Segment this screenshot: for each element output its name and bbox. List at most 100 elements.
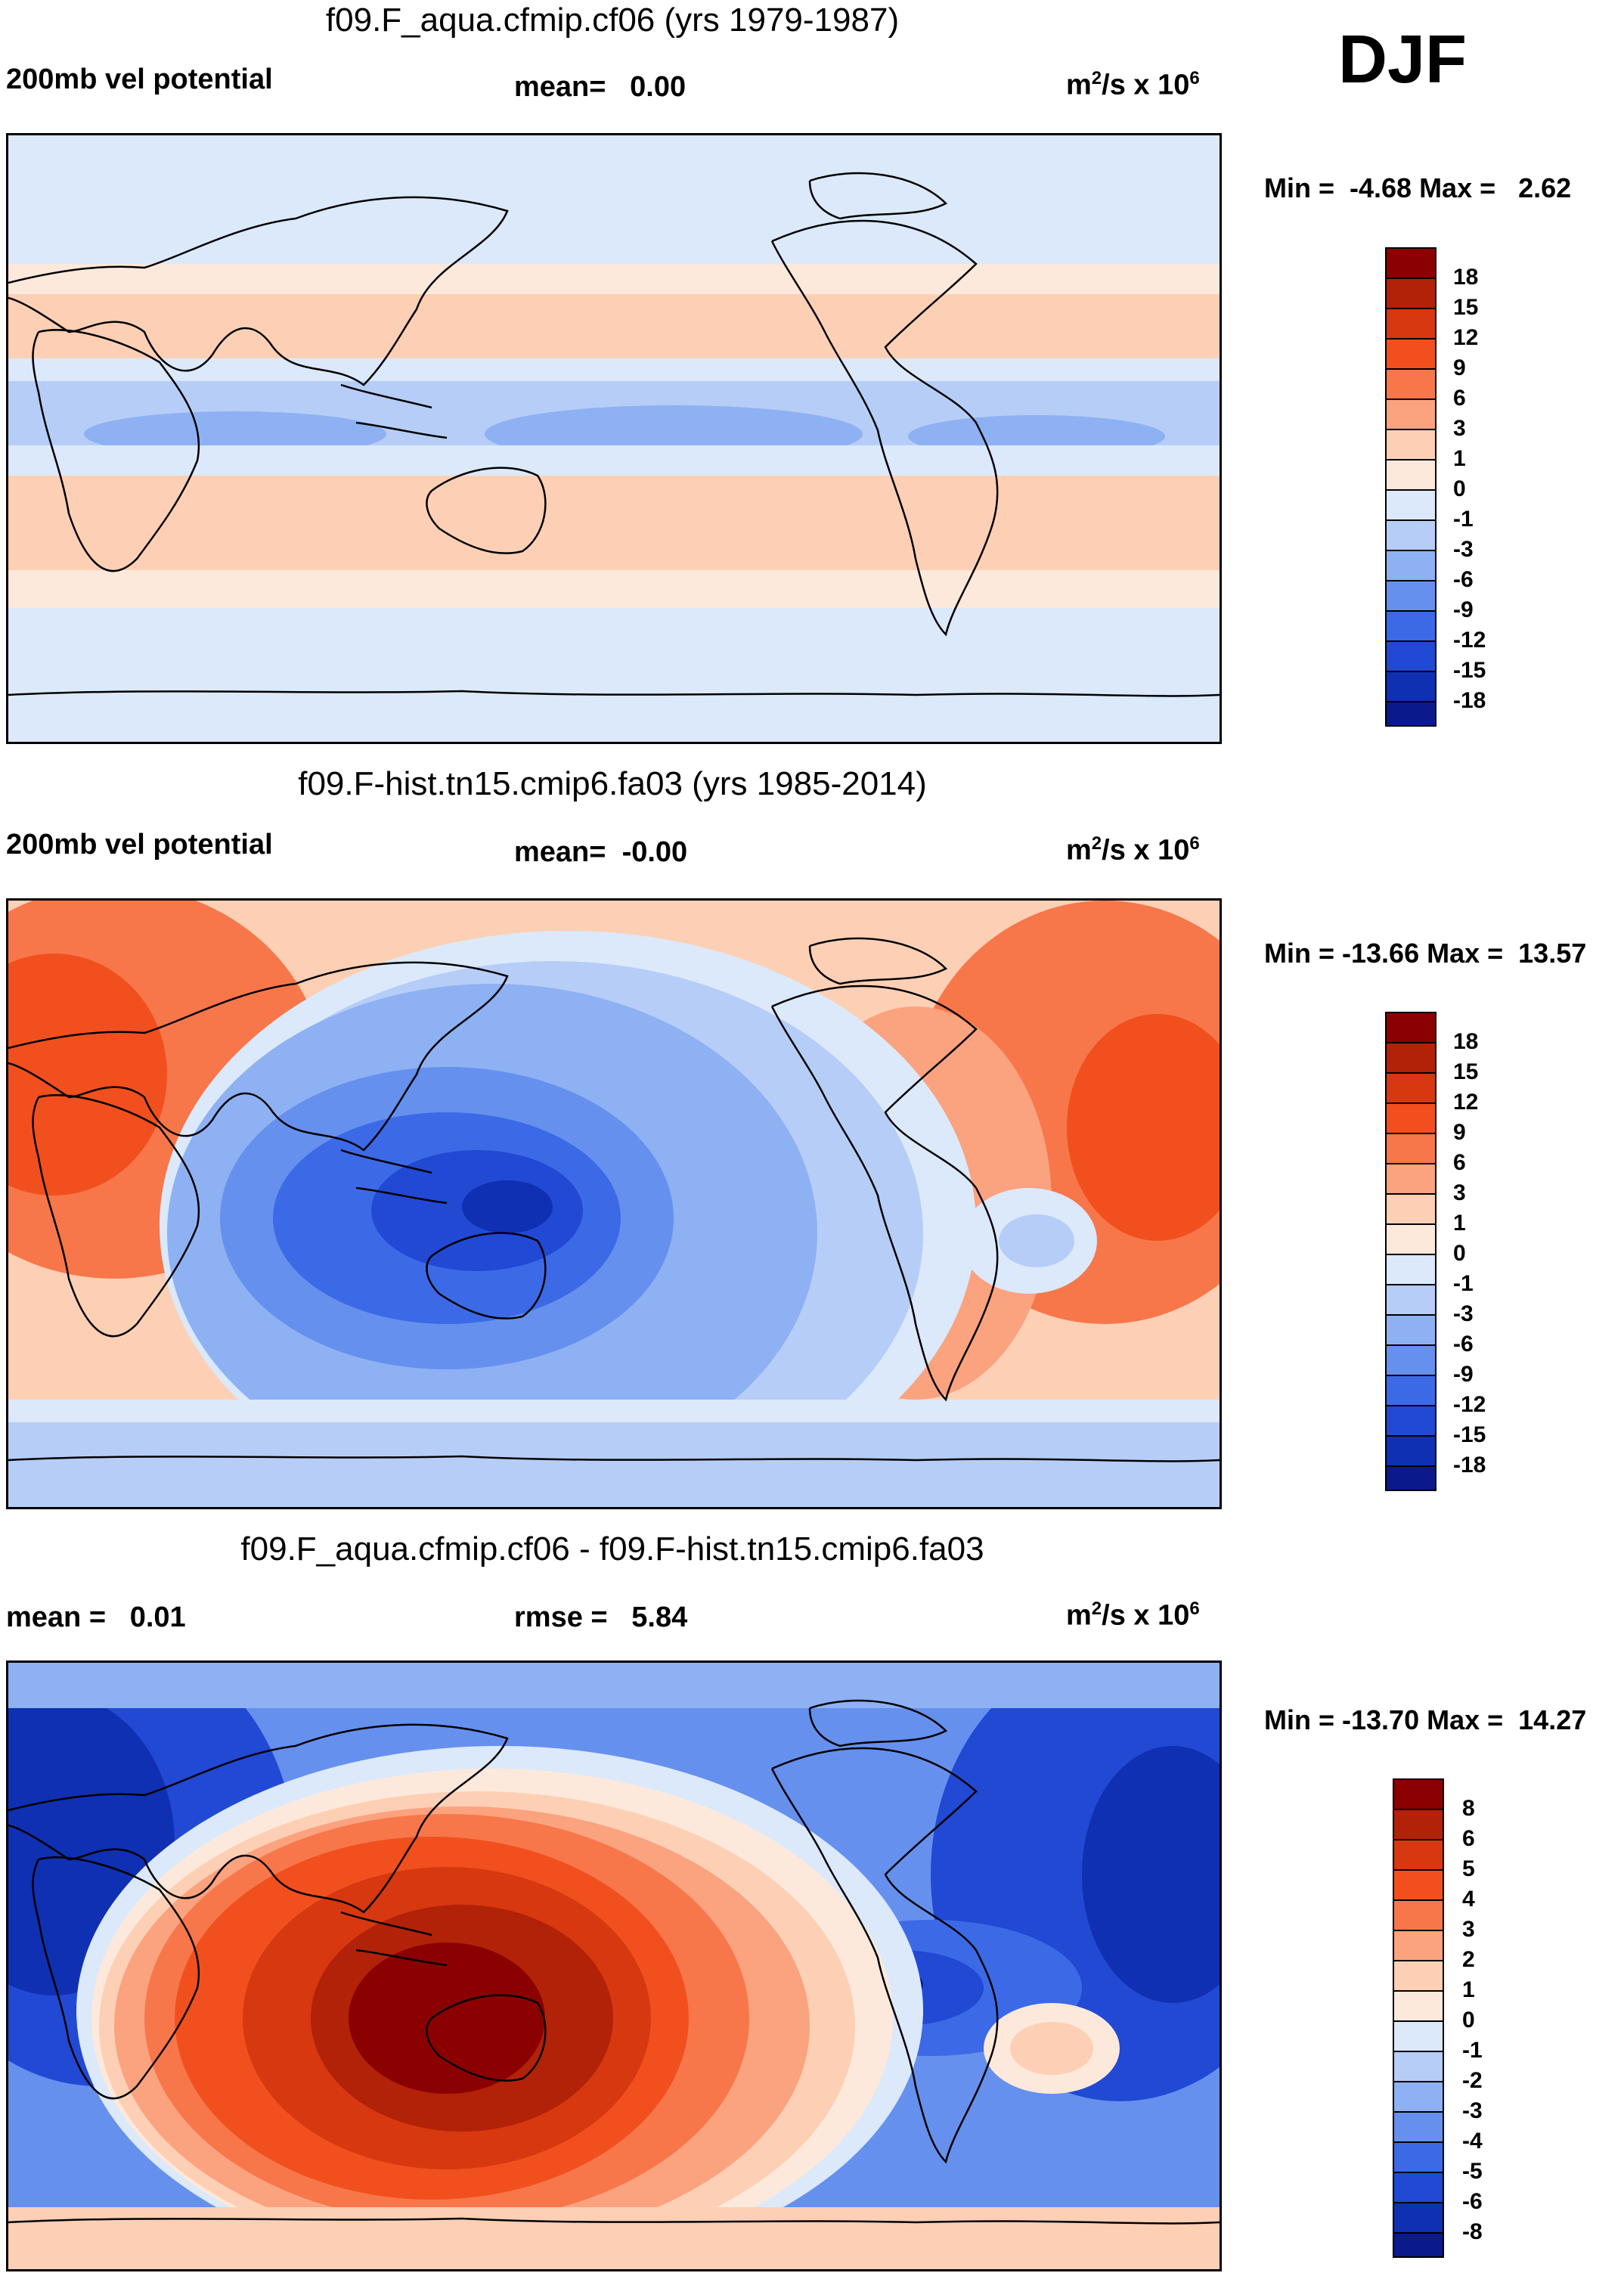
- cbar-tick: 15: [1453, 1059, 1479, 1084]
- panel1-map: [6, 133, 1222, 744]
- cbar-tick: -8: [1462, 2219, 1483, 2244]
- cbar1-swatch: [1387, 249, 1435, 279]
- panel3-colorbar: [1393, 1778, 1444, 2258]
- cbar1-swatch: [1387, 581, 1435, 612]
- cbar-tick: 12: [1453, 325, 1479, 350]
- cbar3-swatch: [1394, 1992, 1443, 2022]
- panel1-continents: [8, 172, 1220, 697]
- cbar-tick: 12: [1453, 1090, 1479, 1115]
- cbar-tick: 4: [1462, 1887, 1475, 1912]
- cbar2-swatch: [1387, 1043, 1435, 1074]
- cbar-tick: 5: [1462, 1856, 1475, 1881]
- cbar2-swatch: [1387, 1437, 1435, 1467]
- panel2-colorbar: [1385, 1012, 1436, 1491]
- cbar2-swatch: [1387, 1255, 1435, 1285]
- cbar3-swatch: [1394, 2022, 1443, 2052]
- cbar-tick: 1: [1453, 1211, 1466, 1236]
- cbar1-swatch: [1387, 460, 1435, 491]
- cbar-tick: 2: [1462, 1947, 1475, 1972]
- panel3-continents: [8, 1699, 1220, 2225]
- cbar3-swatch: [1394, 1810, 1443, 1840]
- cbar-tick: 3: [1462, 1917, 1475, 1942]
- cbar3-swatch: [1394, 2113, 1443, 2143]
- cbar1-swatch: [1387, 672, 1435, 702]
- panel2-variable-label: 200mb vel potential: [6, 829, 273, 860]
- cbar3-swatch: [1394, 1780, 1443, 1810]
- cbar1-swatch: [1387, 340, 1435, 370]
- cbar3-swatch: [1394, 2173, 1443, 2203]
- cbar-tick: -3: [1453, 1301, 1474, 1326]
- cbar2-swatch: [1387, 1285, 1435, 1316]
- cbar-tick: 0: [1462, 2008, 1475, 2033]
- cbar-tick: -12: [1453, 1392, 1486, 1417]
- cbar1-swatch: [1387, 612, 1435, 642]
- cbar-tick: 15: [1453, 295, 1479, 320]
- cbar-tick: -2: [1462, 2068, 1483, 2093]
- cbar-tick: 8: [1462, 1796, 1475, 1821]
- cbar2-swatch: [1387, 1195, 1435, 1225]
- cbar2-swatch: [1387, 1074, 1435, 1104]
- cbar1-swatch: [1387, 309, 1435, 340]
- panel1-mean-label: mean= 0.00: [514, 71, 686, 103]
- cbar-tick: -9: [1453, 597, 1474, 622]
- cbar-tick: -1: [1453, 507, 1474, 532]
- cbar-tick: -1: [1453, 1271, 1474, 1296]
- cbar-tick: -15: [1453, 1422, 1486, 1447]
- cbar-tick: -3: [1453, 537, 1474, 562]
- cbar-tick: 18: [1453, 265, 1479, 290]
- cbar1-swatch: [1387, 642, 1435, 672]
- cbar3-swatch: [1394, 1840, 1443, 1871]
- panel2-units-label: m2/s x 106: [1066, 833, 1200, 867]
- cbar-tick: -15: [1453, 658, 1486, 683]
- panel3-mean-label: mean = 0.01: [6, 1602, 186, 1633]
- cbar-tick: -6: [1453, 1332, 1474, 1357]
- cbar-tick: 3: [1453, 1180, 1466, 1205]
- panel1-minmax: Min = -4.68 Max = 2.62: [1264, 172, 1572, 203]
- cbar-tick: -5: [1462, 2159, 1483, 2184]
- cbar1-swatch: [1387, 551, 1435, 581]
- cbar-tick: 6: [1453, 1150, 1466, 1175]
- cbar1-swatch: [1387, 430, 1435, 460]
- cbar-tick: 9: [1453, 1120, 1466, 1145]
- cbar3-swatch: [1394, 1961, 1443, 1992]
- cbar2-swatch: [1387, 1164, 1435, 1195]
- cbar2-swatch: [1387, 1467, 1435, 1490]
- cbar1-swatch: [1387, 491, 1435, 521]
- panel3-units-label: m2/s x 106: [1066, 1598, 1200, 1632]
- cbar-tick: 3: [1453, 416, 1466, 441]
- panel2-map: [6, 898, 1222, 1509]
- cbar1-swatch: [1387, 702, 1435, 725]
- cbar3-swatch: [1394, 2082, 1443, 2113]
- cbar3-swatch: [1394, 2052, 1443, 2082]
- panel2-continents: [8, 937, 1220, 1462]
- cbar2-swatch: [1387, 1376, 1435, 1406]
- panel3-minmax: Min = -13.70 Max = 14.27: [1264, 1704, 1587, 1735]
- cbar3-swatch: [1394, 1901, 1443, 1931]
- panel2-title: f09.F-hist.tn15.cmip6.fa03 (yrs 1985-201…: [298, 765, 927, 802]
- cbar-tick: -1: [1462, 2038, 1483, 2063]
- cbar2-swatch: [1387, 1104, 1435, 1134]
- cbar1-swatch: [1387, 370, 1435, 400]
- cbar-tick: -6: [1453, 567, 1474, 592]
- cbar2-swatch: [1387, 1346, 1435, 1376]
- panel3-map: [6, 1660, 1222, 2271]
- cbar3-swatch: [1394, 2143, 1443, 2173]
- cbar3-swatch: [1394, 1871, 1443, 1901]
- cbar-tick: -12: [1453, 628, 1486, 653]
- cbar-tick: 0: [1453, 476, 1466, 501]
- cbar2-swatch: [1387, 1134, 1435, 1164]
- panel2-mean-label: mean= -0.00: [514, 836, 688, 868]
- cbar-tick: 18: [1453, 1029, 1479, 1054]
- cbar-tick: -18: [1453, 1453, 1486, 1478]
- cbar-tick: -3: [1462, 2098, 1483, 2123]
- cbar-tick: -9: [1453, 1362, 1474, 1387]
- panel1-units-label: m2/s x 106: [1066, 68, 1200, 101]
- cbar-tick: -4: [1462, 2129, 1483, 2154]
- cbar1-swatch: [1387, 279, 1435, 309]
- cbar3-swatch: [1394, 2234, 1443, 2256]
- cbar3-swatch: [1394, 2203, 1443, 2234]
- cbar2-swatch: [1387, 1316, 1435, 1346]
- cbar-tick: 1: [1453, 446, 1466, 471]
- panel2-minmax: Min = -13.66 Max = 13.57: [1264, 938, 1587, 969]
- cbar-tick: 6: [1453, 386, 1466, 411]
